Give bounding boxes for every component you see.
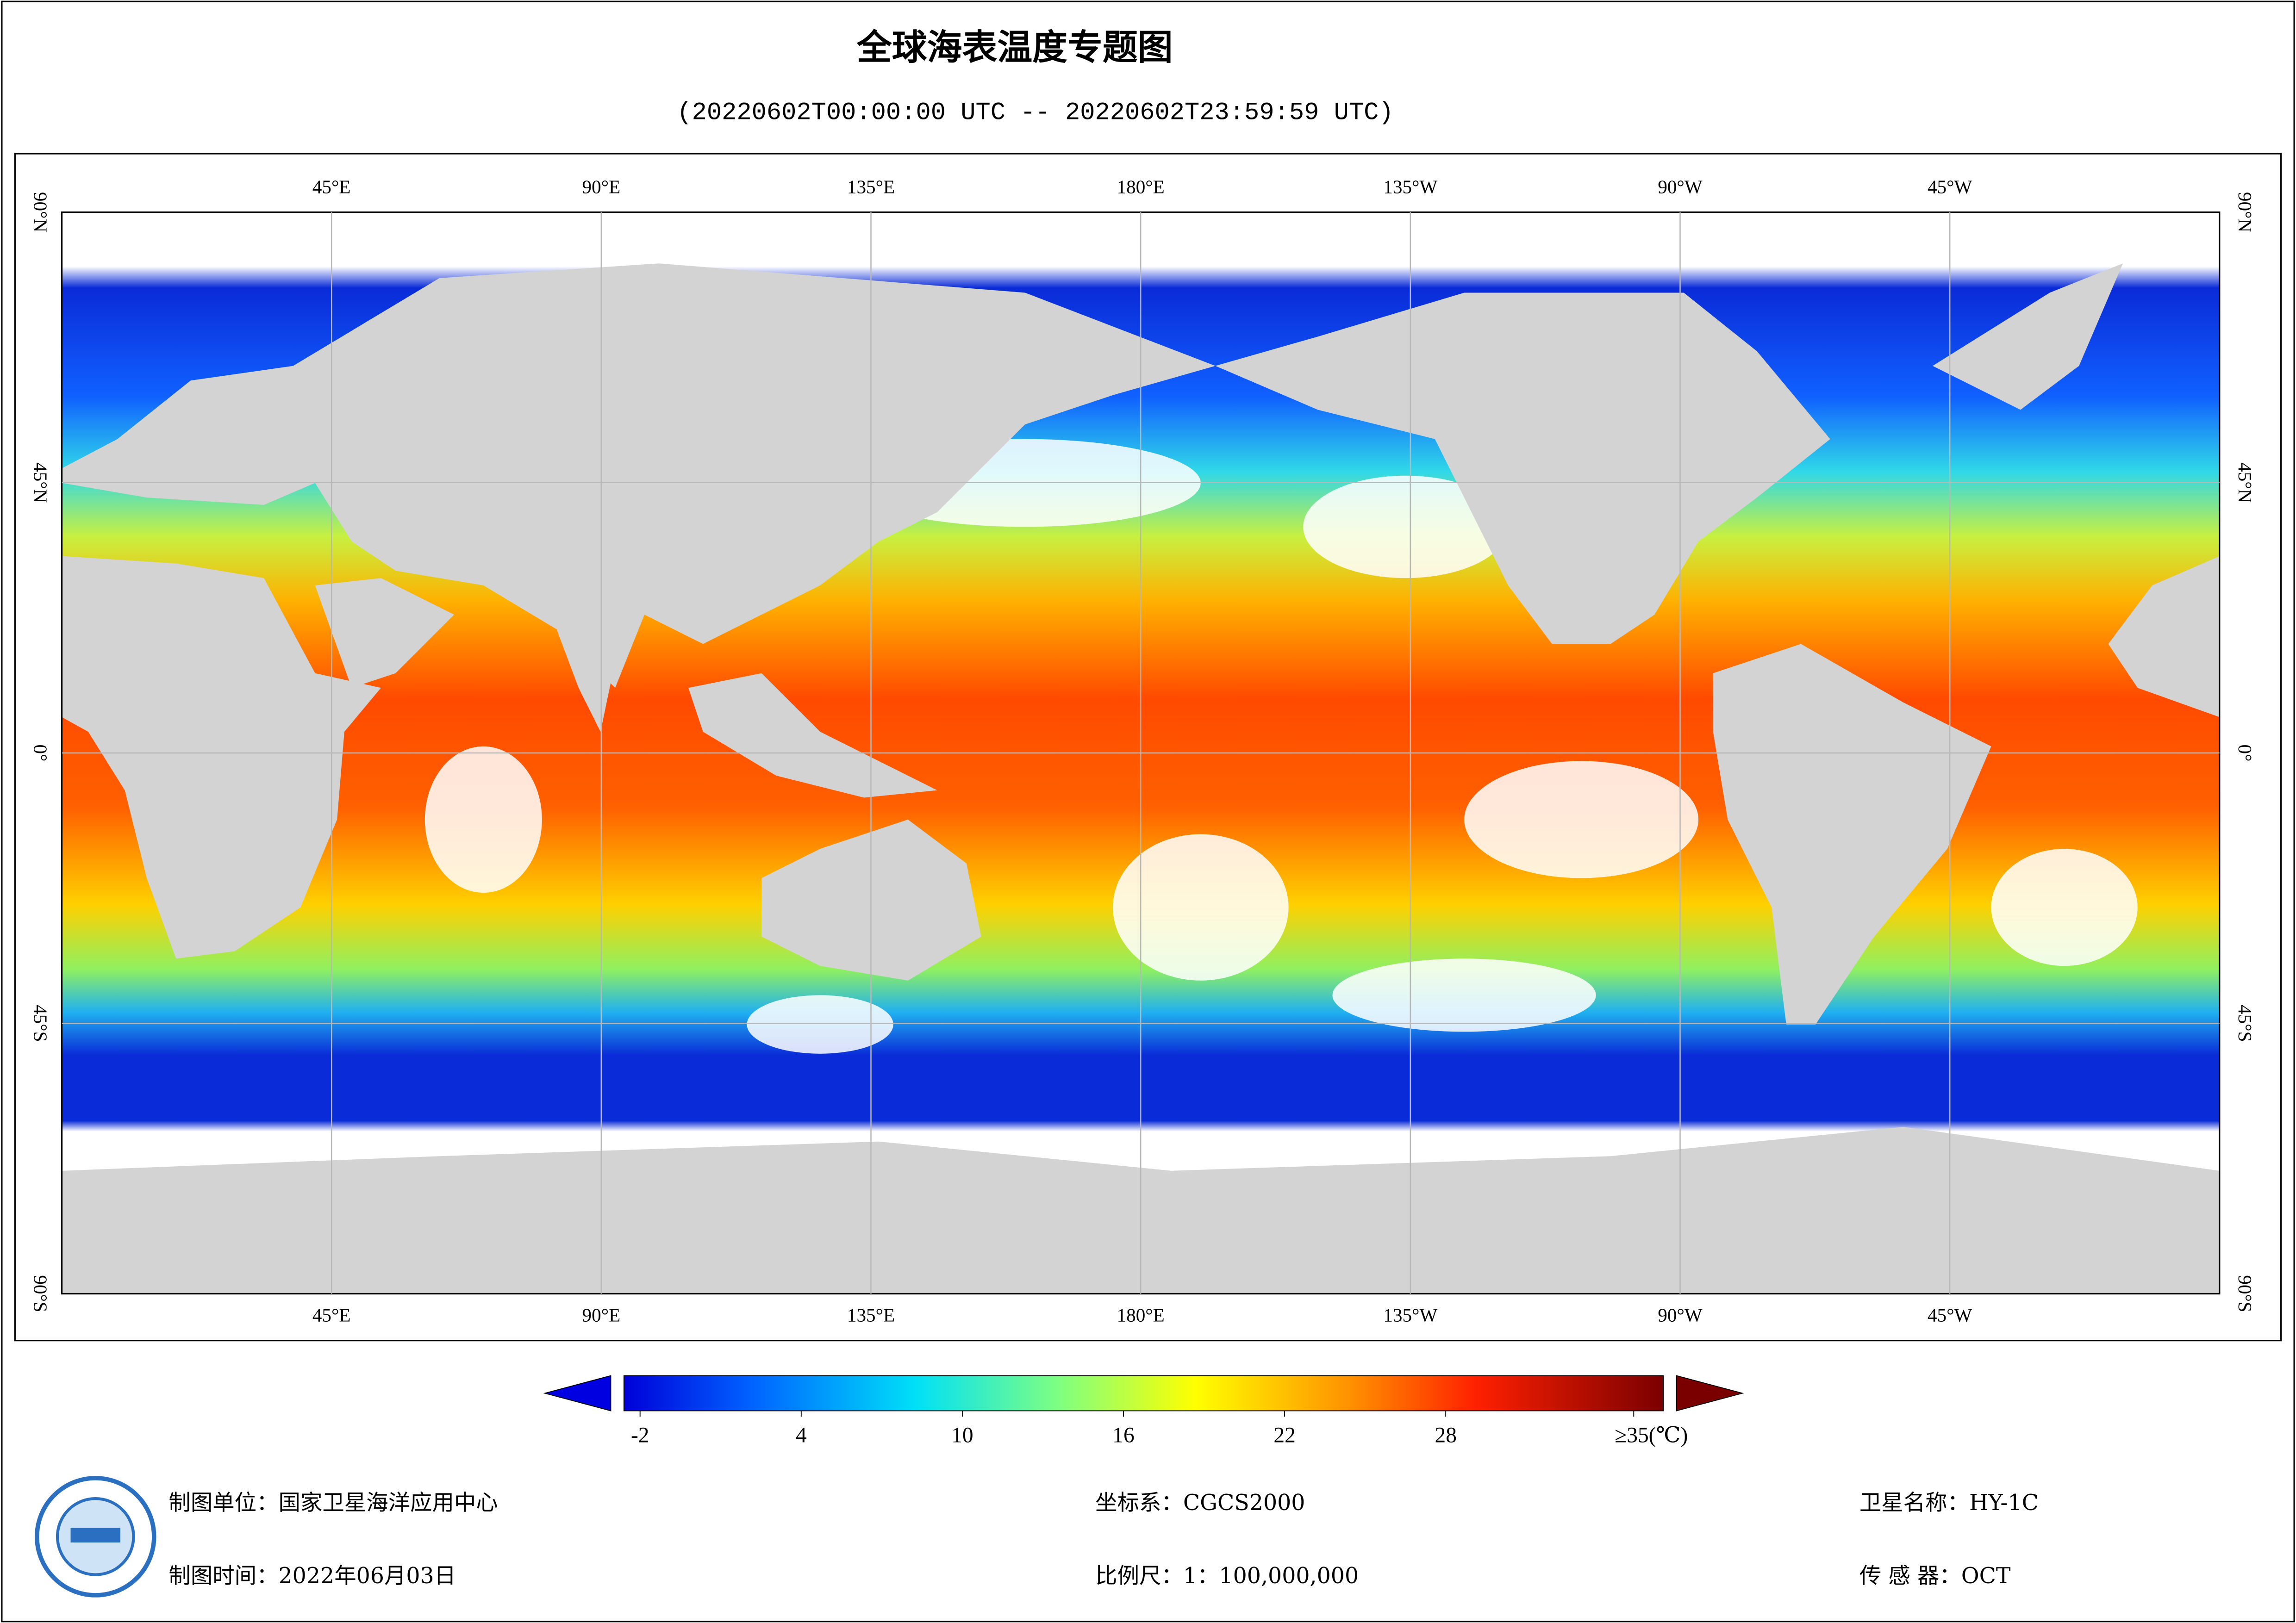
lat-label-left: 90°N bbox=[30, 192, 51, 232]
lon-label-bottom: 180°E bbox=[1117, 1305, 1165, 1326]
lat-label-right: 90°S bbox=[2234, 1275, 2256, 1312]
south-america bbox=[1713, 644, 1991, 1025]
colorbar bbox=[623, 1375, 1664, 1412]
lat-label-left: 45°N bbox=[30, 462, 51, 503]
map-frame bbox=[14, 153, 2282, 1342]
footer-sensor: 传 感 器：OCT bbox=[1859, 1563, 2011, 1589]
lon-label-top: 45°W bbox=[1928, 176, 1972, 197]
colorbar-tick-label: 4 bbox=[796, 1423, 807, 1447]
logo bbox=[35, 1476, 156, 1598]
lon-label-top: 135°W bbox=[1383, 176, 1437, 197]
footer-date: 制图时间：2022年06月03日 bbox=[168, 1563, 456, 1589]
colorbar-tick-label: -2 bbox=[631, 1423, 649, 1447]
lon-label-bottom: 45°W bbox=[1928, 1305, 1972, 1326]
footer-scale: 比例尺：1：100,000,000 bbox=[1095, 1563, 1359, 1589]
colorbar-tick-label: 28 bbox=[1435, 1423, 1456, 1447]
north-america bbox=[1215, 292, 1830, 644]
lon-label-top: 90°E bbox=[582, 176, 621, 197]
lon-label-bottom: 90°W bbox=[1658, 1305, 1703, 1326]
lon-label-bottom: 90°E bbox=[582, 1305, 621, 1326]
lat-label-right: 45°S bbox=[2234, 1005, 2256, 1042]
lon-label-top: 90°W bbox=[1658, 176, 1703, 197]
colorbar-tick-label: 22 bbox=[1273, 1423, 1295, 1447]
lon-label-top: 45°E bbox=[312, 176, 351, 197]
colorbar-low-arrow bbox=[543, 1375, 611, 1412]
colorbar-high-arrow bbox=[1676, 1375, 1744, 1412]
lat-label-left: 45°S bbox=[30, 1005, 51, 1042]
lat-label-left: 0° bbox=[30, 745, 51, 762]
eurasia bbox=[62, 263, 1216, 688]
india bbox=[556, 626, 623, 732]
lon-label-top: 180°E bbox=[1117, 176, 1165, 197]
lon-label-bottom: 45°E bbox=[312, 1305, 351, 1326]
footer-unit: 制图单位：国家卫星海洋应用中心 bbox=[168, 1490, 498, 1516]
greenland bbox=[1932, 263, 2123, 410]
colorbar-tick-label: 10 bbox=[951, 1423, 973, 1447]
subtitle: (20220602T00:00:00 UTC -- 20220602T23:59… bbox=[677, 99, 1393, 127]
colorbar-max-label: ≥35(℃) bbox=[1615, 1423, 1688, 1447]
lon-label-top: 135°E bbox=[847, 176, 895, 197]
indonesia bbox=[688, 673, 937, 798]
west-africa bbox=[2108, 556, 2220, 717]
footer-satellite: 卫星名称：HY-1C bbox=[1859, 1490, 2039, 1516]
footer-crs: 坐标系：CGCS2000 bbox=[1095, 1490, 1305, 1516]
colorbar-tick-label: 16 bbox=[1112, 1423, 1134, 1447]
lon-label-bottom: 135°E bbox=[847, 1305, 895, 1326]
title: 全球海表温度专题图 bbox=[856, 27, 1173, 68]
lat-label-right: 45°N bbox=[2234, 462, 2256, 503]
lat-label-right: 0° bbox=[2234, 745, 2256, 762]
africa bbox=[62, 556, 381, 959]
arabia bbox=[315, 578, 455, 688]
lat-label-right: 90°N bbox=[2234, 192, 2256, 232]
lon-label-bottom: 135°W bbox=[1383, 1305, 1437, 1326]
lat-label-left: 90°S bbox=[30, 1275, 51, 1312]
